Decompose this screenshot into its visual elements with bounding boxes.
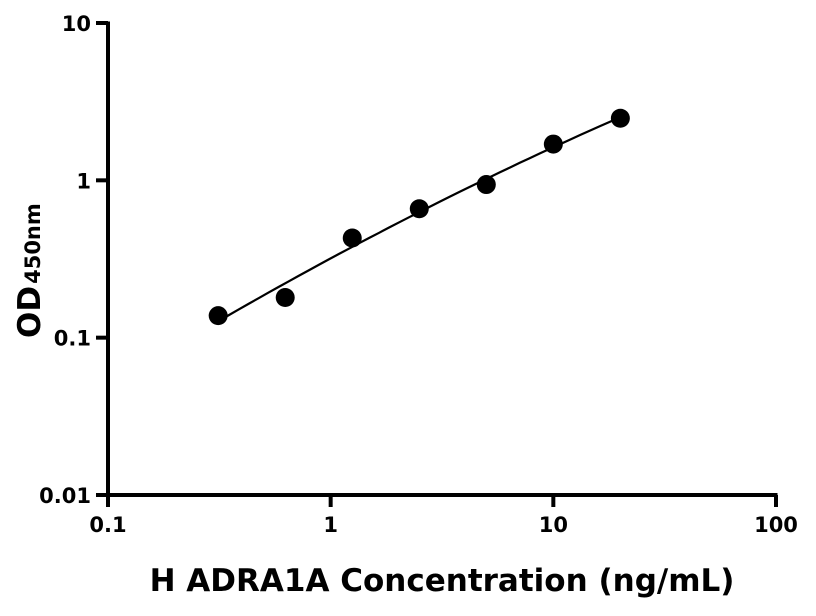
data-point (208, 306, 228, 326)
data-point (409, 199, 429, 219)
y-tick-label: 1 (76, 169, 91, 193)
y-tick-label: 10 (62, 12, 91, 36)
data-points (208, 108, 630, 326)
x-tick-label: 100 (754, 513, 798, 537)
data-point (342, 228, 362, 248)
y-tick-label: 0.1 (54, 327, 91, 351)
x-tick-label: 0.1 (89, 513, 126, 537)
axes (96, 21, 778, 507)
data-point (275, 288, 295, 308)
data-point (610, 108, 630, 128)
data-point (543, 134, 563, 154)
y-axis-label-subscript: 450nm (21, 203, 45, 284)
x-axis-label: H ADRA1A Concentration (ng/mL) (150, 563, 735, 599)
x-tick-label: 1 (323, 513, 338, 537)
y-tick-label: 0.01 (39, 484, 91, 508)
tick-labels: 0.1 1 10 100 0.01 0.1 1 10 (39, 12, 798, 537)
data-point (476, 175, 496, 195)
y-axis-label-main: OD (12, 286, 48, 338)
y-axis-label: OD450nm (12, 203, 48, 338)
x-tick-label: 10 (539, 513, 568, 537)
